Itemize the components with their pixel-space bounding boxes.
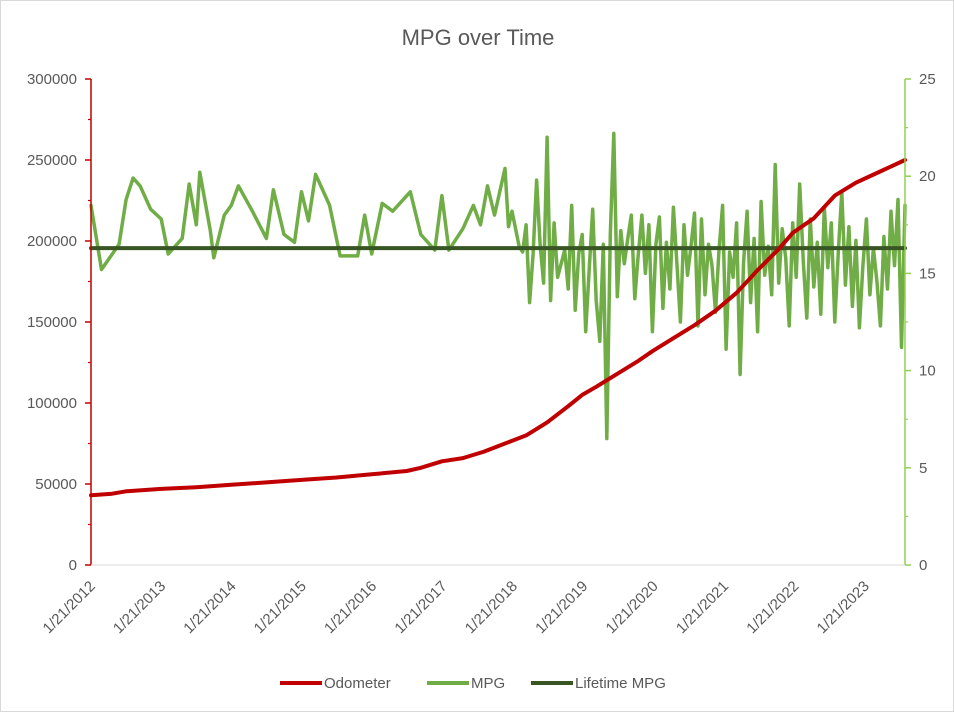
left-axis-tick-label: 150000 xyxy=(27,314,77,331)
x-axis-tick-label: 1/21/2015 xyxy=(251,578,310,637)
left-axis-tick-label: 200000 xyxy=(27,233,77,250)
legend-item-odometer: Odometer xyxy=(280,675,391,692)
legend-label: Lifetime MPG xyxy=(575,675,666,692)
series-line-odometer xyxy=(89,158,907,498)
x-axis-tick-label: 1/21/2023 xyxy=(814,578,873,637)
legend: Odometer MPG Lifetime MPG xyxy=(280,675,666,692)
left-axis-tick-label: 0 xyxy=(69,557,77,574)
legend-item-mpg: MPG xyxy=(427,675,505,692)
right-axis-tick-label: 20 xyxy=(919,168,936,185)
legend-item-lifetime-mpg: Lifetime MPG xyxy=(531,675,666,692)
left-axis-tick-label: 100000 xyxy=(27,395,77,412)
left-axis-tick-label: 50000 xyxy=(35,476,77,493)
x-axis-tick-label: 1/21/2017 xyxy=(391,578,450,637)
right-axis-tick-label: 10 xyxy=(919,363,936,380)
plot-layer xyxy=(89,131,907,498)
x-axis-tick-label: 1/21/2014 xyxy=(180,578,239,637)
x-axis-tick-label: 1/21/2016 xyxy=(321,578,380,637)
right-axis-tick-label: 0 xyxy=(919,557,927,574)
left-axis-tick-label: 300000 xyxy=(27,71,77,88)
x-axis-tick-label: 1/21/2013 xyxy=(110,578,169,637)
legend-label: Odometer xyxy=(324,675,391,692)
right-axis-tick-label: 25 xyxy=(919,71,936,88)
series-line-mpg xyxy=(89,131,907,441)
x-axis-tick-label: 1/21/2019 xyxy=(532,578,591,637)
right-axis-tick-label: 5 xyxy=(919,460,927,477)
axes-layer: 0 50000 100000 150000 200000 250000 300000 0 5 10… xyxy=(27,71,936,637)
legend-label: MPG xyxy=(471,675,505,692)
left-axis-tick-label: 250000 xyxy=(27,152,77,169)
x-axis-tick-label: 1/21/2020 xyxy=(603,578,662,637)
x-axis-tick-label: 1/21/2018 xyxy=(462,578,521,637)
x-axis-tick-label: 1/21/2022 xyxy=(743,578,802,637)
right-axis-tick-label: 15 xyxy=(919,265,936,282)
x-axis-tick-label: 1/21/2012 xyxy=(40,578,99,637)
chart-title: MPG over Time xyxy=(402,25,555,50)
x-axis-tick-label: 1/21/2021 xyxy=(673,578,732,637)
